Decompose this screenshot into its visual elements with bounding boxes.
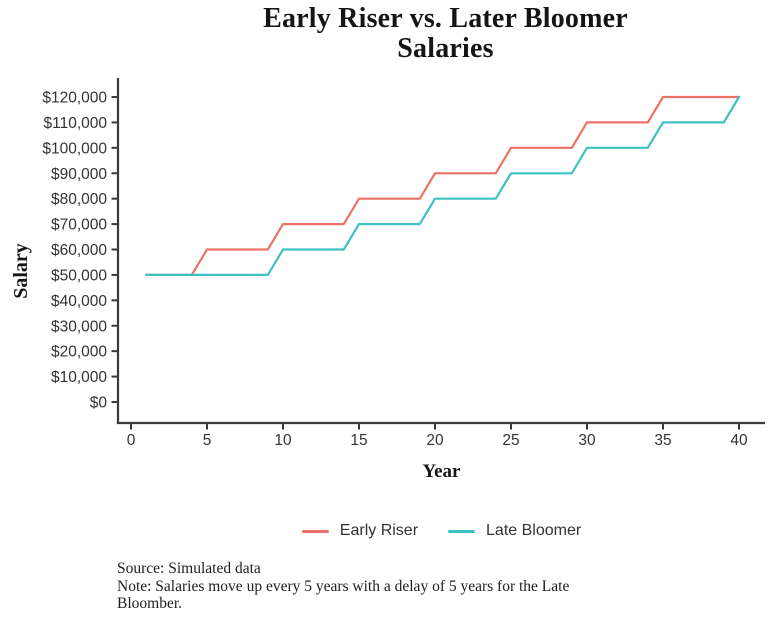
x-tick-label: 30 bbox=[578, 432, 596, 449]
chart-canvas: 0 5 10 15 20 25 30 35 40 $0 $10,000 $20,000 $30,000 $… bbox=[42, 78, 765, 449]
y-tick-label: $30,000 bbox=[51, 318, 107, 335]
y-tick-label: $110,000 bbox=[44, 115, 108, 132]
y-tick-label: $70,000 bbox=[51, 217, 107, 234]
x-tick-label: 25 bbox=[502, 432, 519, 449]
legend-label-early-riser: Early Riser bbox=[339, 522, 419, 539]
footnote: Note: Salaries move up every 5 years wit… bbox=[117, 577, 570, 613]
y-tick-label: $80,000 bbox=[51, 191, 107, 208]
x-tick-label: 40 bbox=[730, 432, 748, 449]
source-note: Source: Simulated data bbox=[117, 560, 261, 577]
x-tick-label: 5 bbox=[203, 432, 212, 449]
y-tick-label: $60,000 bbox=[51, 242, 107, 259]
y-tick-label: $0 bbox=[90, 395, 108, 412]
x-tick-label: 10 bbox=[274, 432, 292, 449]
y-tick-label: $50,000 bbox=[51, 267, 107, 284]
chart-title-line2: Salaries bbox=[397, 33, 494, 64]
y-tick-label: $90,000 bbox=[51, 166, 107, 183]
chart-title-line1: Early Riser vs. Later Bloomer bbox=[263, 3, 628, 34]
legend-label-late-bloomer: Late Bloomer bbox=[486, 522, 582, 539]
x-axis-title: Year bbox=[422, 461, 461, 482]
legend-item-late-bloomer: Late Bloomer bbox=[448, 522, 581, 540]
legend-line-late-bloomer-icon bbox=[448, 529, 476, 533]
y-tick-label: $10,000 bbox=[51, 369, 107, 386]
legend-line-early-riser-icon bbox=[301, 529, 329, 533]
y-tick-label: $120,000 bbox=[42, 90, 107, 107]
x-tick-label: 35 bbox=[654, 432, 671, 449]
legend-item-early-riser: Early Riser bbox=[301, 522, 419, 540]
series-line-early-riser bbox=[145, 95, 741, 276]
x-tick-label: 0 bbox=[127, 432, 136, 449]
series-line-late-bloomer bbox=[145, 95, 741, 276]
legend: Early Riser Late Bloomer bbox=[118, 522, 765, 540]
footer-notes: Source: Simulated data Note: Salaries mo… bbox=[117, 560, 622, 613]
y-tick-label: $40,000 bbox=[51, 293, 107, 310]
chart-title: Early Riser vs. Later Bloomer Salaries bbox=[118, 4, 773, 64]
y-tick-label: $20,000 bbox=[51, 344, 107, 361]
x-tick-label: 15 bbox=[350, 432, 367, 449]
y-tick-label: $100,000 bbox=[42, 140, 107, 157]
x-tick-label: 20 bbox=[426, 432, 444, 449]
